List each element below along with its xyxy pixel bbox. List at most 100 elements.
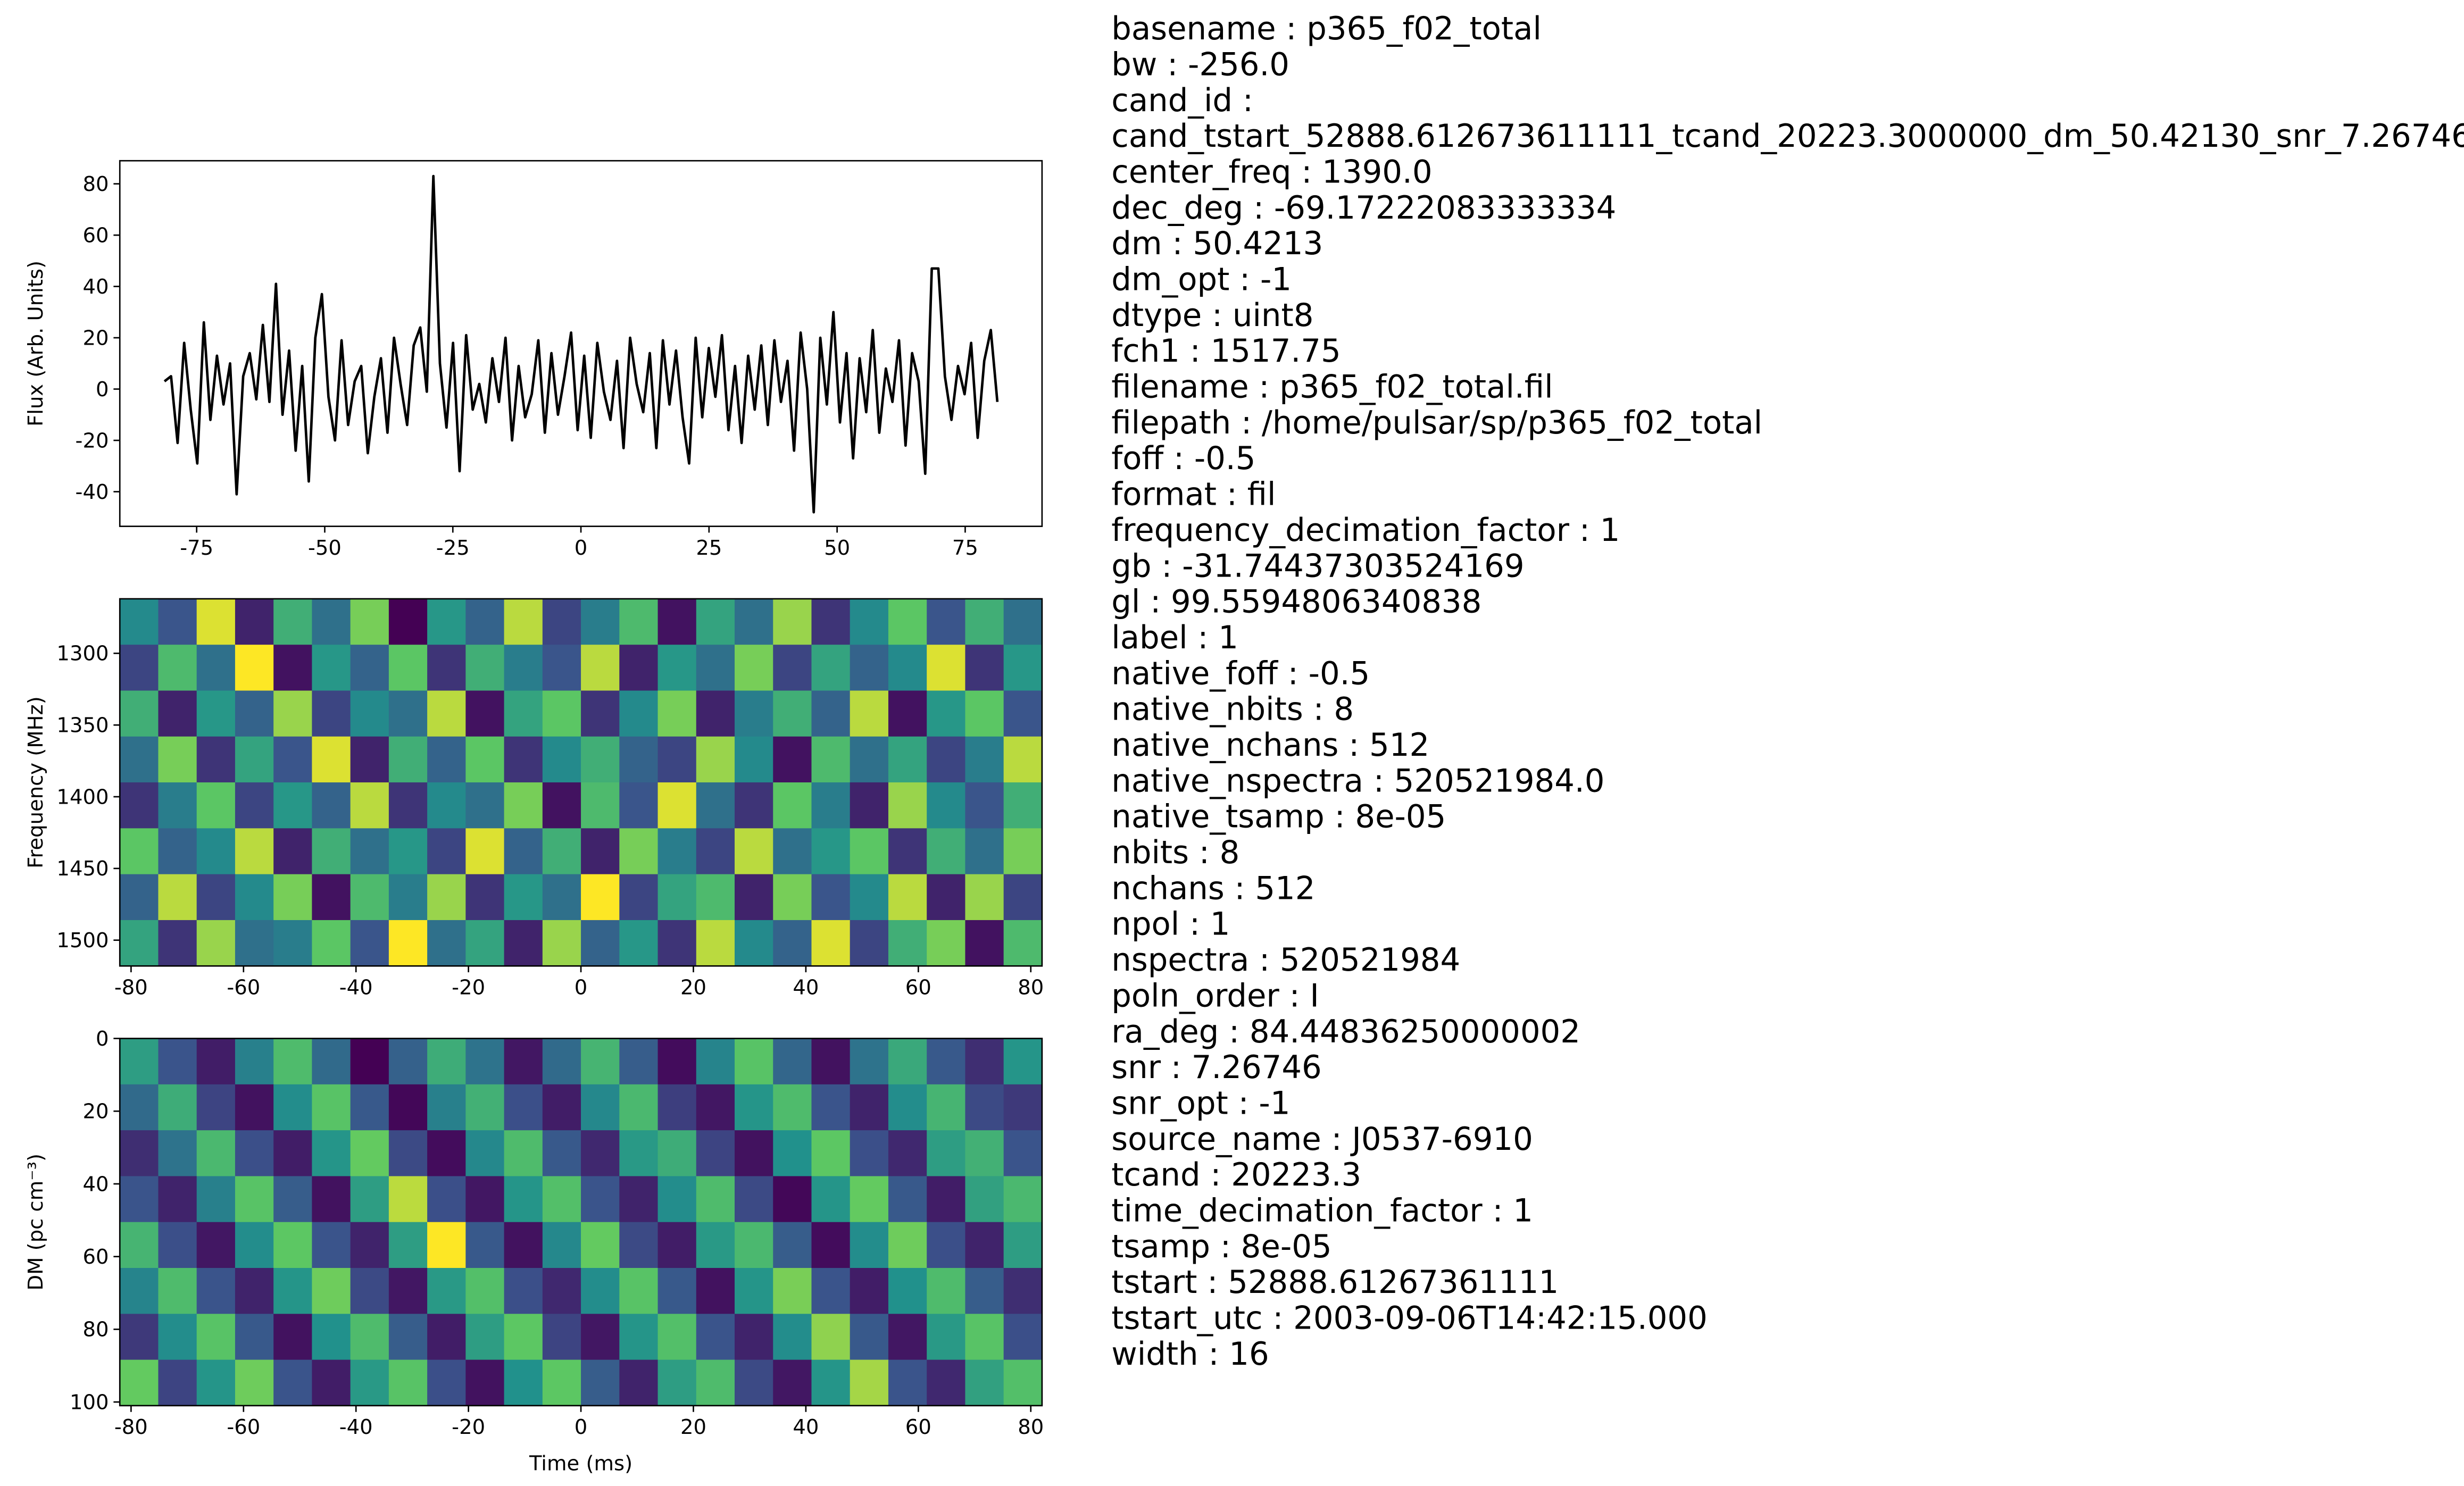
- heatmap-cell: [427, 920, 467, 967]
- heatmap-cell: [350, 828, 389, 875]
- heatmap-cell: [1003, 782, 1043, 829]
- heatmap-cell: [1003, 690, 1043, 737]
- heatmap-cell: [312, 645, 351, 691]
- heatmap-cell: [196, 1084, 236, 1131]
- heatmap-cell: [427, 1038, 467, 1085]
- heatmap-cell: [120, 1268, 159, 1315]
- metadata-line: poln_order : I: [1111, 977, 1319, 1014]
- heatmap-cell: [158, 1359, 197, 1406]
- x-tick-label: 20: [680, 1415, 706, 1439]
- heatmap-cell: [388, 828, 428, 875]
- heatmap-cell: [120, 645, 159, 691]
- heatmap-cell: [542, 1130, 581, 1177]
- heatmap-cell: [196, 1130, 236, 1177]
- heatmap-cell: [850, 782, 889, 829]
- heatmap-cell: [388, 782, 428, 829]
- heatmap-cell: [619, 828, 659, 875]
- heatmap-cell: [965, 690, 1004, 737]
- heatmap-cell: [619, 1084, 659, 1131]
- heatmap-cell: [504, 598, 543, 646]
- metadata-line: native_nchans : 512: [1111, 727, 1429, 763]
- heatmap-cell: [965, 1084, 1004, 1131]
- heatmap-cell: [388, 690, 428, 737]
- heatmap-cell: [235, 1268, 274, 1315]
- heatmap-cell: [427, 782, 467, 829]
- heatmap-cell: [696, 645, 735, 691]
- heatmap-cell: [504, 736, 543, 783]
- metadata-line: cand_id :: [1111, 82, 1253, 119]
- heatmap-cell: [850, 1268, 889, 1315]
- y-tick-label: -20: [76, 429, 109, 453]
- heatmap-cell: [273, 1038, 313, 1085]
- heatmap-cell: [427, 690, 467, 737]
- heatmap-cell: [888, 736, 928, 783]
- heatmap-cell: [657, 1130, 697, 1177]
- heatmap-cell: [465, 690, 505, 737]
- heatmap-cell: [850, 920, 889, 967]
- heatmap-cell: [965, 1359, 1004, 1406]
- heatmap-cell: [965, 828, 1004, 875]
- heatmap-cell: [850, 1130, 889, 1177]
- heatmap-cell: [811, 1314, 851, 1360]
- heatmap-cell: [504, 1130, 543, 1177]
- heatmap-cell: [619, 1359, 659, 1406]
- metadata-line: frequency_decimation_factor : 1: [1111, 512, 1620, 548]
- heatmap-cell: [158, 1130, 197, 1177]
- heatmap-cell: [158, 1314, 197, 1360]
- heatmap-cell: [427, 874, 467, 921]
- heatmap-cell: [350, 645, 389, 691]
- x-tick-label: -40: [339, 1415, 373, 1439]
- heatmap-cell: [619, 920, 659, 967]
- heatmap-cell: [850, 1314, 889, 1360]
- heatmap-cell: [312, 1314, 351, 1360]
- heatmap-cell: [657, 1222, 697, 1268]
- heatmap-cell: [465, 1130, 505, 1177]
- heatmap-cell: [927, 1222, 966, 1268]
- heatmap-cell: [619, 1176, 659, 1223]
- heatmap-cell: [542, 1038, 581, 1085]
- heatmap-cell: [1003, 1359, 1043, 1406]
- heatmap-cell: [696, 598, 735, 646]
- heatmap-cell: [427, 1084, 467, 1131]
- heatmap-cell: [811, 1176, 851, 1223]
- heatmap-cell: [1003, 828, 1043, 875]
- x-tick-label: 60: [905, 976, 931, 1000]
- heatmap-cell: [1003, 645, 1043, 691]
- heatmap-cell: [312, 1084, 351, 1131]
- y-tick-label: 0: [96, 1027, 109, 1051]
- heatmap-cell: [542, 1176, 581, 1223]
- heatmap-cell: [657, 1176, 697, 1223]
- metadata-line: snr_opt : -1: [1111, 1084, 1290, 1121]
- heatmap-cell: [388, 645, 428, 691]
- heatmap-cell: [735, 1359, 774, 1406]
- heatmap-cell: [465, 1084, 505, 1131]
- heatmap-cell: [388, 1176, 428, 1223]
- heatmap-cell: [427, 1130, 467, 1177]
- heatmap-cell: [927, 874, 966, 921]
- heatmap-cell: [927, 1268, 966, 1315]
- heatmap-cell: [1003, 920, 1043, 967]
- y-tick-label: 1450: [56, 857, 109, 881]
- metadata-line: native_foff : -0.5: [1111, 655, 1370, 691]
- heatmap-cell: [696, 1359, 735, 1406]
- heatmap-cell: [427, 1176, 467, 1223]
- heatmap-cell: [773, 1359, 812, 1406]
- metadata-line: format : fil: [1111, 476, 1276, 513]
- y-tick-label: 20: [82, 1100, 109, 1124]
- y-tick-label: 40: [82, 275, 109, 299]
- heatmap-cell: [850, 1359, 889, 1406]
- heatmap-cell: [735, 736, 774, 783]
- x-tick-label: -75: [180, 536, 213, 560]
- heatmap-cell: [735, 1268, 774, 1315]
- heatmap-cell: [196, 1176, 236, 1223]
- heatmap-cell: [735, 1038, 774, 1085]
- metadata-line: ra_deg : 84.44836250000002: [1111, 1013, 1580, 1050]
- heatmap-cell: [657, 690, 697, 737]
- heatmap-cell: [657, 828, 697, 875]
- heatmap-cell: [735, 1084, 774, 1131]
- heatmap-cell: [1003, 1176, 1043, 1223]
- heatmap-cell: [388, 1130, 428, 1177]
- heatmap-cell: [657, 736, 697, 783]
- x-tick-label: 80: [1018, 1415, 1044, 1439]
